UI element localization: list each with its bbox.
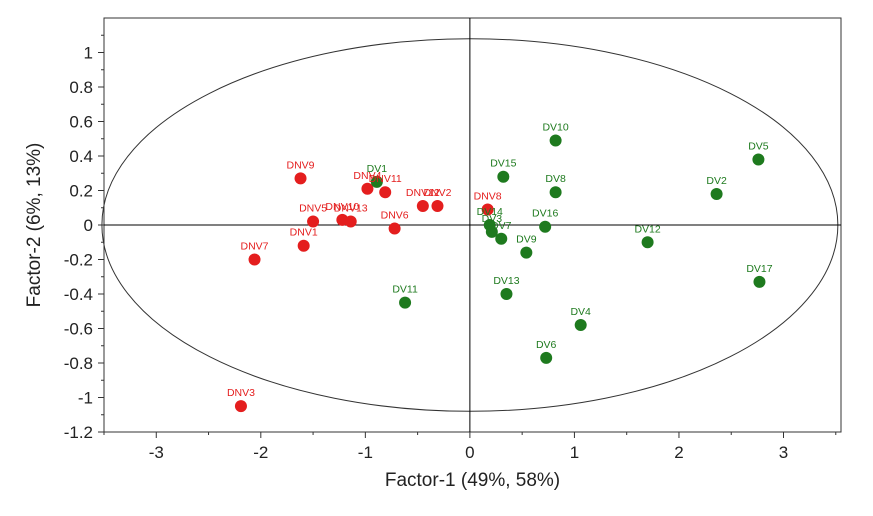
data-point — [485, 225, 498, 238]
y-tick-label: 0.2 — [69, 182, 93, 201]
y-tick-label: 0 — [84, 216, 93, 235]
data-point — [297, 239, 310, 252]
data-point-label: DV14 — [477, 206, 503, 218]
data-point-label: DV17 — [746, 263, 772, 275]
data-point-label: DNV8 — [474, 190, 502, 202]
x-tick-label: 2 — [674, 443, 683, 462]
data-point-label: DV11 — [392, 284, 418, 296]
data-point — [574, 319, 587, 332]
data-point-label: DNV10 — [325, 201, 359, 213]
y-tick-label: -1.2 — [64, 423, 93, 442]
data-point-label: DV13 — [493, 275, 519, 287]
data-point — [752, 153, 765, 166]
x-axis-title: Factor-1 (49%, 58%) — [385, 470, 560, 491]
zero-lines — [104, 18, 841, 432]
data-point-label: DV12 — [634, 223, 660, 235]
data-point — [379, 186, 392, 199]
data-point-label: DV6 — [536, 339, 557, 351]
y-tick-label: 1 — [84, 44, 93, 63]
data-point-label: DNV5 — [299, 203, 327, 215]
x-tick-label: 1 — [570, 443, 579, 462]
data-point — [399, 296, 412, 309]
data-point — [344, 215, 357, 228]
axis-ticks: -3 -2 -1 0 1 2 3 1 0.8 0.6 0.4 0.2 0 -0.2 -0.4 -0.6 -0.8… — [64, 34, 837, 462]
y-tick-label: 0.6 — [69, 113, 93, 132]
data-point-label: DV1 — [367, 163, 388, 175]
data-point-label: DV9 — [516, 234, 537, 246]
data-point — [549, 134, 562, 147]
data-point-label: DV5 — [748, 140, 769, 152]
y-tick-label: -0.8 — [64, 354, 93, 373]
data-point — [753, 275, 766, 288]
data-point-label: DNV9 — [287, 159, 315, 171]
y-tick-label: 0.8 — [69, 78, 93, 97]
y-tick-label: -0.6 — [64, 320, 93, 339]
data-points — [234, 134, 766, 413]
data-point — [549, 186, 562, 199]
y-tick-label: -0.2 — [64, 251, 93, 270]
data-point-label: DNV13 — [334, 203, 368, 215]
y-tick-label: -0.4 — [64, 285, 93, 304]
data-point — [294, 172, 307, 185]
data-point-label: DV7 — [491, 220, 512, 232]
data-point — [481, 203, 494, 216]
x-tick-label: 0 — [465, 443, 474, 462]
data-point — [539, 220, 552, 233]
data-point-label: DNV1 — [290, 227, 318, 239]
x-tick-label: -1 — [358, 443, 373, 462]
data-point — [388, 222, 401, 235]
data-point-label: DV2 — [706, 175, 727, 187]
data-point-label: DNV7 — [241, 241, 269, 253]
x-tick-label: -3 — [149, 443, 164, 462]
data-point — [500, 288, 513, 300]
data-point — [234, 400, 247, 413]
data-point-label: DV15 — [490, 158, 516, 170]
data-point — [497, 170, 510, 183]
data-point — [361, 182, 374, 195]
y-tick-label: -1 — [78, 389, 93, 408]
data-point-label: DNV6 — [381, 209, 409, 221]
data-point — [495, 232, 508, 245]
data-point-label: DV3 — [482, 213, 503, 225]
data-point — [431, 200, 444, 213]
data-point-label: DNV4 — [353, 170, 381, 182]
data-point-label: DV16 — [532, 208, 558, 220]
data-point — [370, 175, 383, 188]
data-point-label: DV4 — [570, 306, 591, 318]
x-tick-label: 3 — [779, 443, 788, 462]
data-point — [710, 187, 723, 200]
data-point — [540, 351, 553, 364]
data-point-label: DV8 — [545, 173, 566, 185]
y-tick-label: 0.4 — [69, 147, 93, 166]
data-point — [416, 200, 429, 213]
data-point — [307, 215, 320, 228]
data-point-label: DNV12 — [406, 187, 440, 199]
data-point-label: DV10 — [542, 121, 568, 133]
y-axis-title: Factor-2 (6%, 13%) — [24, 143, 45, 308]
x-tick-label: -2 — [253, 443, 268, 462]
data-point — [520, 246, 533, 259]
data-point-label: DNV3 — [227, 387, 255, 399]
data-point — [248, 253, 261, 266]
data-point — [641, 236, 654, 249]
data-point-label: DNV11 — [369, 173, 402, 185]
data-point-label: DNV2 — [423, 187, 451, 199]
